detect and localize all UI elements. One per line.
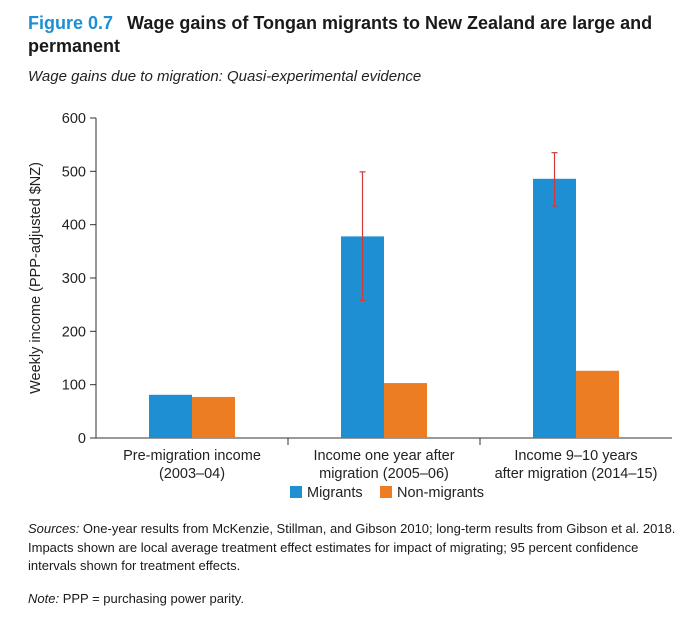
y-tick-label: 200 — [62, 324, 86, 340]
sources-note: Sources: One-year results from McKenzie,… — [28, 520, 678, 576]
bar-non-migrants-3 — [576, 370, 619, 438]
bar-non-migrants-2 — [384, 383, 427, 438]
y-axis-label: Weekly income (PPP-adjusted $NZ) — [28, 162, 44, 394]
figure-title: Figure 0.7 Wage gains of Tongan migrants … — [28, 12, 678, 58]
bar-non-migrants-1 — [192, 396, 235, 438]
legend-swatch-non-migrants — [380, 486, 392, 498]
category-label-2: Income one year after — [313, 448, 454, 464]
y-tick-label: 0 — [78, 431, 86, 447]
figure-title-text: Wage gains of Tongan migrants to New Zea… — [28, 13, 653, 56]
legend-label-migrants: Migrants — [307, 485, 363, 501]
chart-subtitle: Wage gains due to migration: Quasi-exper… — [28, 68, 422, 85]
note-label: Note: — [28, 591, 60, 606]
y-tick-label: 600 — [62, 111, 86, 127]
category-label-2: migration (2005–06) — [319, 466, 449, 482]
bar-migrants-3 — [533, 178, 576, 439]
category-label-1: (2003–04) — [159, 466, 225, 482]
category-label-1: Pre-migration income — [123, 448, 261, 464]
footnote: Note: PPP = purchasing power parity. — [28, 591, 678, 606]
y-tick-label: 300 — [62, 271, 86, 287]
category-label-3: Income 9–10 years — [514, 448, 637, 464]
sources-label: Sources: — [28, 521, 80, 536]
legend-label-non-migrants: Non-migrants — [397, 485, 484, 501]
y-tick-label: 500 — [62, 164, 86, 180]
y-tick-label: 100 — [62, 378, 86, 394]
note-text: PPP = purchasing power parity. — [59, 591, 244, 606]
bar-migrants-1 — [149, 394, 192, 438]
sources-text: One-year results from McKenzie, Stillman… — [28, 521, 676, 573]
figure-number: Figure 0.7 — [28, 13, 114, 33]
y-tick-label: 400 — [62, 218, 86, 234]
legend-swatch-migrants — [290, 486, 302, 498]
category-label-3: after migration (2014–15) — [495, 466, 658, 482]
